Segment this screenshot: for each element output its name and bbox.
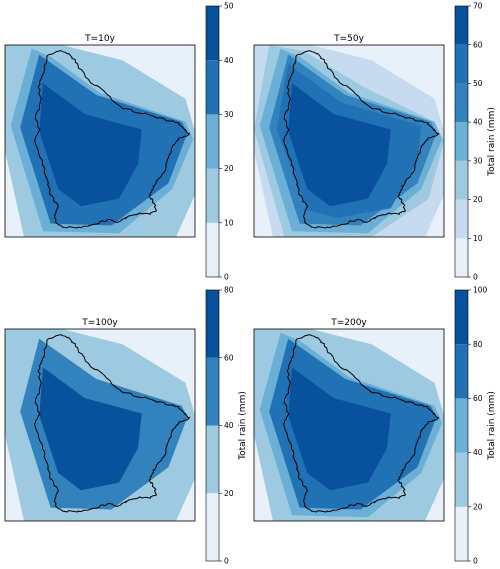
colorbar-segment xyxy=(206,425,219,494)
colorbar-tick-label: 40 xyxy=(473,448,483,457)
colorbar-tick-label: 40 xyxy=(224,56,234,65)
catchment-outline xyxy=(283,334,439,513)
panel-title: T=200y xyxy=(330,318,367,328)
colorbar-segment xyxy=(206,222,219,277)
colorbar-tick-label: 80 xyxy=(473,340,483,349)
colorbar-tick-label: 60 xyxy=(224,353,234,362)
colorbar-segment xyxy=(455,452,468,507)
colorbar-segment xyxy=(206,357,219,426)
colorbar-tick-label: 80 xyxy=(224,286,234,295)
colorbar-label: Total rain (mm) xyxy=(238,391,248,461)
rain-map xyxy=(5,45,195,237)
colorbar-segment xyxy=(206,493,219,561)
colorbar-frame xyxy=(454,289,469,562)
colorbar-frame xyxy=(454,5,469,278)
catchment-outline xyxy=(34,334,190,513)
colorbar-tick-label: 20 xyxy=(224,489,234,498)
colorbar-segment xyxy=(206,114,219,169)
panel-3: T=100y 0 20 40 60 80 Total rain (mm) xyxy=(4,286,248,566)
colorbar-segment xyxy=(455,290,468,345)
colorbar-segment xyxy=(206,6,219,61)
colorbar-tick-label: 20 xyxy=(473,502,483,511)
colorbar-tick-label: 30 xyxy=(224,110,234,119)
rain-map xyxy=(254,45,444,237)
map-frame xyxy=(4,328,196,522)
map-frame xyxy=(253,328,445,522)
colorbar-tick-label: 70 xyxy=(473,2,483,11)
contour-band-6 xyxy=(288,83,391,207)
colorbar-tick-label: 10 xyxy=(224,218,234,227)
colorbar-segment xyxy=(455,83,468,123)
colorbar-segment xyxy=(455,44,468,84)
panel-title: T=50y xyxy=(333,34,364,44)
colorbar-tick-label: 0 xyxy=(473,273,478,282)
colorbar-tick-label: 50 xyxy=(473,79,483,88)
colorbar-tick-label: 0 xyxy=(224,273,229,282)
colorbar-segment xyxy=(455,344,468,399)
map-frame xyxy=(4,44,196,238)
colorbar-tick-label: 0 xyxy=(224,557,229,566)
rain-map xyxy=(254,329,444,521)
colorbar-tick-label: 30 xyxy=(473,156,483,165)
colorbar-segment xyxy=(206,290,219,358)
panel-2: T=50y 0 10 20 30 40 50 60 70 Total rain (mm) xyxy=(253,2,497,282)
panel-title: T=100y xyxy=(81,318,118,328)
colorbar-tick-label: 20 xyxy=(473,195,483,204)
contour-band-3 xyxy=(39,367,142,491)
colorbar-segment xyxy=(455,506,468,561)
panel-title: T=10y xyxy=(84,34,115,44)
colorbar-segment xyxy=(206,60,219,115)
colorbar: 0 10 20 30 40 50 60 70 Total rain (mm) xyxy=(454,2,497,282)
colorbar-tick-label: 10 xyxy=(473,234,483,243)
panel-1: T=10y 0 10 20 30 40 50 xyxy=(4,2,234,282)
colorbar-segment xyxy=(455,238,468,277)
colorbar-tick-label: 40 xyxy=(473,118,483,127)
colorbar-tick-label: 20 xyxy=(224,164,234,173)
colorbar: 0 20 40 60 80 Total rain (mm) xyxy=(205,286,248,566)
catchment-outline xyxy=(283,50,439,229)
rain-map xyxy=(5,329,195,521)
catchment-outline xyxy=(34,50,190,229)
colorbar-segment xyxy=(455,160,468,200)
colorbar-label: Total rain (mm) xyxy=(487,107,497,177)
colorbar-tick-label: 0 xyxy=(473,557,478,566)
colorbar-segment xyxy=(455,122,468,161)
colorbar-tick-label: 40 xyxy=(224,421,234,430)
colorbar-segment xyxy=(455,6,468,45)
colorbar-tick-label: 60 xyxy=(473,394,483,403)
colorbar-tick-label: 100 xyxy=(473,286,488,295)
colorbar-tick-label: 60 xyxy=(473,40,483,49)
colorbar-frame xyxy=(205,5,220,278)
contour-band-4 xyxy=(39,83,142,207)
contour-band-4 xyxy=(288,367,391,491)
colorbar-label: Total rain (mm) xyxy=(487,391,497,461)
colorbar-segment xyxy=(206,168,219,223)
colorbar-segment xyxy=(455,199,468,239)
colorbar: 0 10 20 30 40 50 xyxy=(205,2,234,282)
panel-4: T=200y 0 20 40 60 80 100 Total rain (mm) xyxy=(253,286,497,566)
colorbar-segment xyxy=(455,398,468,453)
colorbar: 0 20 40 60 80 100 Total rain (mm) xyxy=(454,286,497,566)
colorbar-tick-label: 50 xyxy=(224,2,234,11)
map-frame xyxy=(253,44,445,238)
